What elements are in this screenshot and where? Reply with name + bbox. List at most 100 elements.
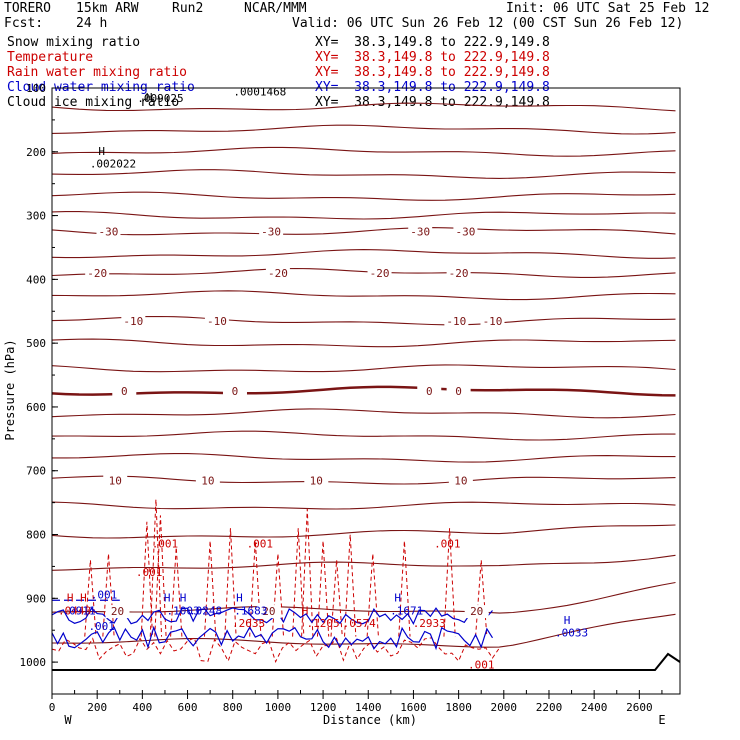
isotherm-label: 0: [426, 385, 433, 398]
isotherm-label-bg: [103, 474, 128, 488]
isotherm-line: [51, 430, 676, 441]
y-tick-label: 500: [26, 337, 46, 350]
isotherm-line: [51, 191, 676, 201]
y-tick-label: 200: [26, 146, 46, 159]
isotherm-label-bg: [112, 385, 137, 398]
rain-contour: [249, 540, 262, 637]
y-tick-label: 300: [26, 210, 46, 223]
legend-temperature-xy: XY= 38.3,149.8 to 222.9,149.8: [315, 50, 550, 65]
header-fcst-value: 24 h: [76, 16, 108, 31]
header-init: Init: 06 UTC Sat 25 Feb 12: [506, 1, 710, 16]
rain-contour: [203, 540, 217, 637]
isotherm-label: -30: [455, 226, 475, 239]
isotherm-line: [51, 290, 676, 301]
isotherm-label: -20: [370, 267, 390, 280]
isotherm-label-bg: [304, 474, 329, 488]
isotherm-label: 0: [121, 385, 128, 398]
contour-annotation: H: [146, 91, 153, 104]
isotherm-label: 10: [201, 474, 214, 487]
y-tick-label: 800: [26, 529, 46, 542]
legend-temperature-name: Temperature: [7, 50, 94, 65]
contour-annotation: H: [564, 614, 571, 627]
rain-contour: [301, 508, 314, 637]
x-tick-label: 2200: [536, 701, 563, 714]
isotherm-label: 20: [470, 605, 483, 618]
isotherm-line: [51, 364, 676, 373]
isotherm-label: 0: [455, 385, 462, 398]
contour-annotation: .001: [468, 658, 495, 671]
isotherm-label-bg: [446, 266, 471, 280]
isotherm-label-bg: [256, 605, 281, 619]
isotherm-line: [51, 169, 676, 179]
contour-annotation: .0033: [555, 627, 588, 640]
isotherm-label-bg: [417, 385, 442, 398]
contour-annotation: H: [180, 592, 187, 605]
isotherm-label: -20: [87, 267, 107, 280]
y-tick-label: 400: [26, 273, 46, 286]
isotherm-label-bg: [367, 266, 392, 280]
isotherm-line: [51, 554, 676, 571]
contour-annotation: .0574: [343, 617, 376, 630]
isotherm-line: [51, 146, 676, 157]
contour-annotation: .001: [247, 537, 274, 550]
x-tick-label: 600: [178, 701, 198, 714]
header-run: Run2: [172, 1, 204, 16]
isotherm-line: [51, 102, 676, 112]
isotherm-line: [51, 613, 676, 648]
x-tick-label: 1800: [445, 701, 472, 714]
axes: 0 200 400 600 800 1000 1200 1400 1600 1800 2000 220…: [20, 82, 663, 714]
isotherm-label-bg: [448, 474, 473, 488]
isotherm-label: -20: [268, 267, 288, 280]
rain-contour: [475, 560, 488, 637]
contour-annotation: H: [164, 592, 171, 605]
isotherm-line: [51, 267, 676, 278]
x-tick-label: 400: [132, 701, 152, 714]
isotherm-label: -10: [446, 315, 466, 328]
isotherm-label: 10: [310, 474, 323, 487]
contour-annotation: .1003: [166, 604, 199, 617]
isotherm-line: [51, 211, 676, 220]
contour-annotation: H: [98, 145, 105, 158]
isotherm-label-bg: [85, 266, 110, 280]
hydrometeor-contours: [51, 499, 500, 664]
x-tick-label: 2600: [626, 701, 653, 714]
east-end-label: E: [658, 713, 665, 727]
y-tick-label: 900: [26, 592, 46, 605]
legend-snow-name: Snow mixing ratio: [7, 35, 141, 50]
legend-rain-xy: XY= 38.3,149.8 to 222.9,149.8: [315, 65, 550, 80]
isotherm-label: -10: [483, 315, 503, 328]
rain-contour: [398, 540, 411, 637]
contour-annotation: .0911: [63, 604, 96, 617]
plot-frame: [51, 87, 681, 695]
rain-contour-base: [51, 637, 500, 664]
x-tick-label: 1000: [265, 701, 292, 714]
isotherm-label-bg: [222, 385, 247, 398]
rain-contour: [344, 534, 357, 637]
contour-annotation: H: [236, 592, 243, 605]
isotherm-line: [51, 227, 676, 236]
contour-annotation: H H: [67, 592, 87, 605]
y-tick-label: 100: [26, 82, 46, 95]
isotherm-line: [51, 581, 676, 614]
contour-annotation: .1671: [390, 604, 423, 617]
rain-contour: [140, 521, 154, 637]
isotherm-label: 20: [111, 605, 124, 618]
header-grid: 15km ARW: [76, 1, 139, 16]
isotherm-label: -30: [99, 226, 119, 239]
rain-contour: [443, 528, 456, 637]
isotherm-line: [51, 124, 676, 135]
isotherm-label-bg: [408, 225, 433, 239]
isotherm-label: -20: [449, 267, 469, 280]
isotherm-label-bg: [480, 314, 505, 328]
contour-annotation: H: [394, 592, 401, 605]
isotherm-label-bg: [464, 605, 489, 619]
rain-contour: [224, 528, 237, 637]
header-org: NCAR/MMM: [244, 1, 307, 16]
x-tick-label: 200: [87, 701, 107, 714]
contour-annotation: .0001468: [233, 86, 286, 99]
isotherm-line: [51, 475, 676, 485]
isotherm-line: [51, 249, 676, 259]
x-tick-label: 1600: [400, 701, 427, 714]
contour-annotation: .002022: [90, 158, 136, 171]
